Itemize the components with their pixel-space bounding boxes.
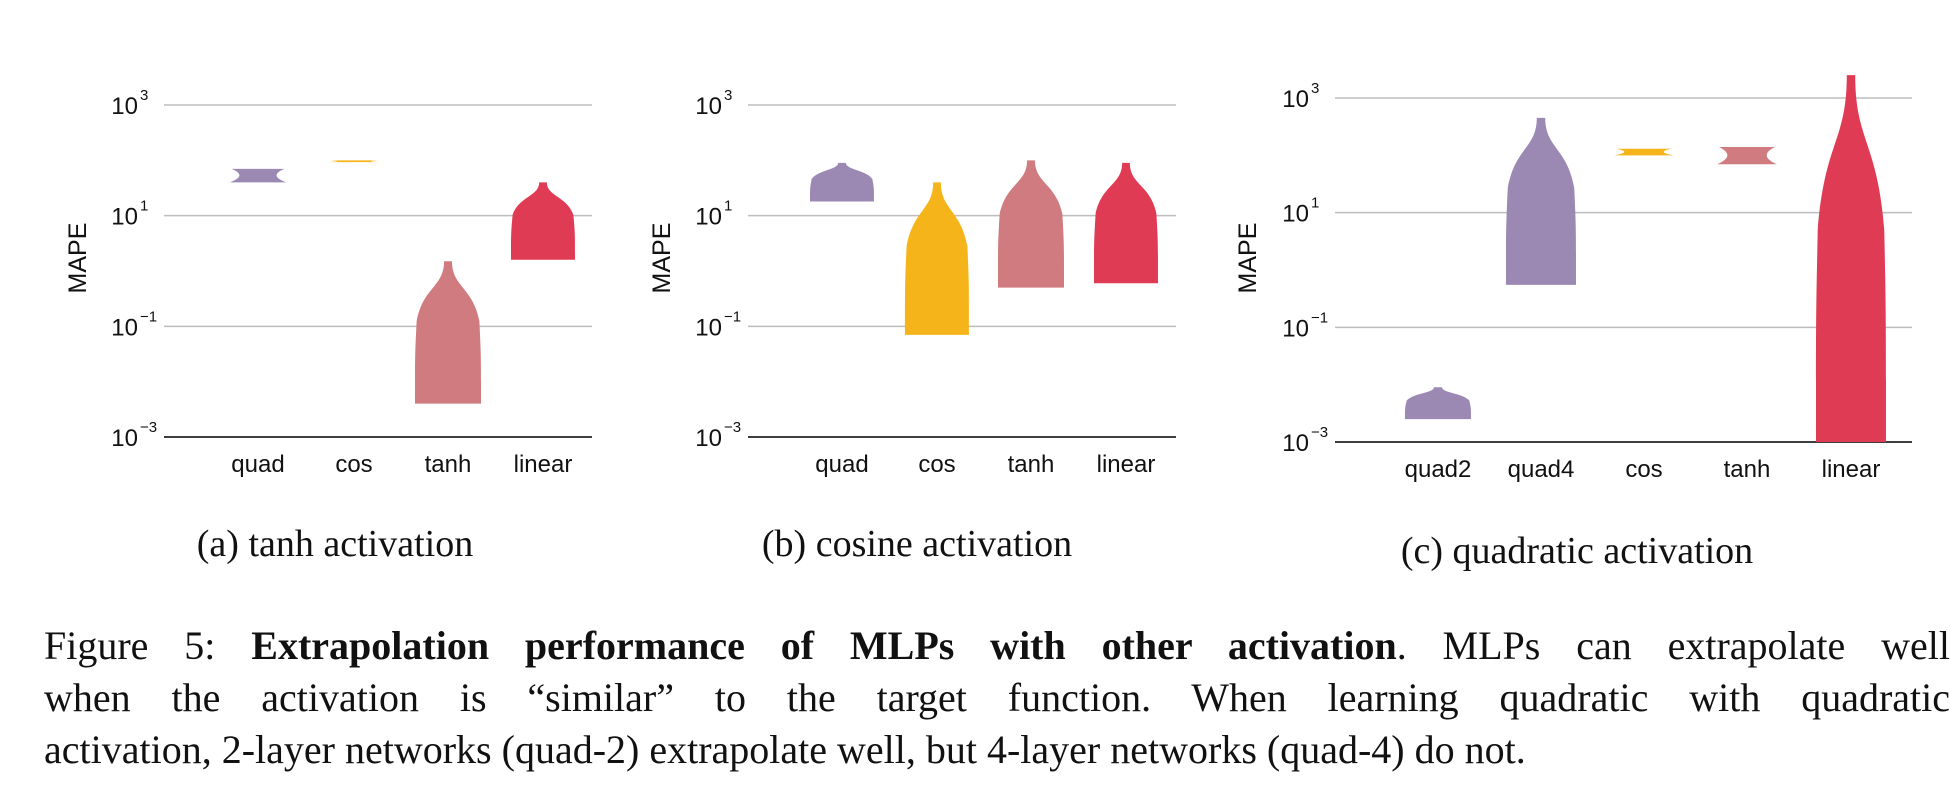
y-tick-exponent: 3 [1311,80,1319,97]
y-tick-exponent: 1 [1311,195,1319,212]
x-tick-label: linear [1822,456,1881,483]
y-axis-label: MAPE [648,223,676,294]
x-tick-label: tanh [1008,451,1055,478]
y-tick-exponent: −1 [724,308,741,325]
x-tick-label: tanh [425,451,472,478]
violin-tanh [1717,146,1777,165]
y-tick-exponent: −3 [140,419,157,436]
y-tick-label: 10 [1282,86,1309,113]
y-tick-label: 10 [1282,201,1309,228]
x-tick-label: linear [1097,451,1156,478]
y-tick-exponent: 3 [140,87,148,104]
figure-caption: Figure 5: Extrapolation performance of M… [44,620,1950,776]
y-tick-exponent: 3 [724,87,732,104]
y-tick-label: 10 [111,425,138,452]
y-tick-exponent: 1 [724,198,732,215]
violin-quad4 [1506,117,1576,285]
violin-linear [1816,75,1886,442]
y-tick-exponent: 1 [140,198,148,215]
x-tick-label: quad4 [1508,456,1575,483]
y-tick-exponent: −3 [724,419,741,436]
x-tick-label: quad2 [1405,456,1472,483]
y-tick-label: 10 [1282,315,1309,342]
x-tick-label: quad [815,451,868,478]
y-axis-label: MAPE [64,223,92,294]
violin-linear [511,182,575,260]
violin-cos [1614,148,1674,156]
violin-quad [810,162,874,202]
x-tick-label: cos [1625,456,1662,483]
panel-caption: (a) tanh activation [197,523,473,565]
x-tick-label: cos [335,451,372,478]
violin-linear [1094,162,1158,284]
y-tick-exponent: −1 [140,308,157,325]
figure-caption-bold: Extrapolation performance of MLPs with o… [251,623,1397,668]
y-tick-label: 10 [695,314,722,341]
violin-quad2 [1405,387,1471,420]
figure-caption-line3: activation, 2-layer networks (quad-2) ex… [44,727,1526,772]
y-tick-exponent: −1 [1311,309,1328,326]
y-axis-label: MAPE [1234,223,1262,294]
y-tick-exponent: −3 [1311,424,1328,441]
x-tick-label: quad [231,451,284,478]
y-tick-label: 10 [695,425,722,452]
x-tick-label: cos [918,451,955,478]
x-tick-label: linear [514,451,573,478]
figure-caption-line1: . MLPs can extrapolate well [1396,623,1950,668]
x-tick-label: tanh [1724,456,1771,483]
figure-caption-prefix: Figure 5: [44,623,252,668]
panel-caption: (c) quadratic activation [1401,530,1753,572]
y-tick-label: 10 [111,314,138,341]
violin-cos [905,182,969,335]
violin-tanh [415,261,481,404]
violin-cos [328,160,380,163]
y-tick-label: 10 [695,204,722,231]
violin-tanh [998,160,1064,288]
y-tick-label: 10 [111,93,138,120]
y-tick-label: 10 [1282,430,1309,457]
y-tick-label: 10 [695,93,722,120]
violin-quad [229,168,287,183]
panel-caption: (b) cosine activation [762,523,1072,565]
figure-caption-line2: when the activation is “similar” to the … [44,675,1950,720]
y-tick-label: 10 [111,204,138,231]
